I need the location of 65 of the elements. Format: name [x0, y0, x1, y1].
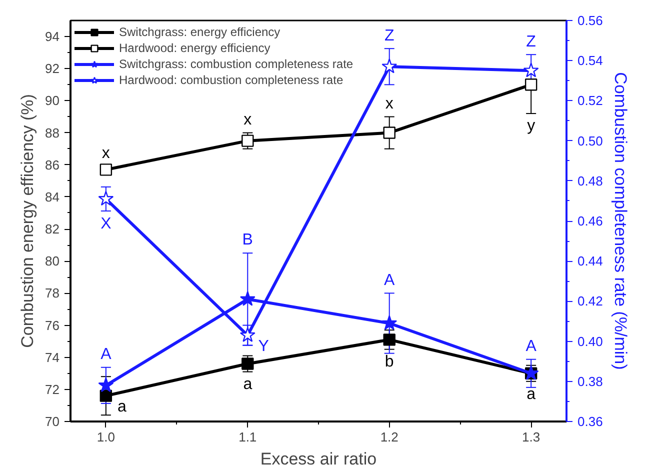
- y2-tick-label: 0.56: [578, 13, 603, 28]
- point: [240, 291, 256, 306]
- x-axis-title: Excess air ratio: [260, 450, 377, 468]
- y-tick-label: 76: [45, 318, 60, 333]
- y-tick-label: 88: [45, 125, 60, 140]
- point: [240, 327, 256, 342]
- annotation: a: [243, 376, 252, 394]
- annotation: a: [526, 386, 536, 403]
- point: [383, 334, 396, 346]
- y2-tick-label: 0.36: [578, 414, 603, 429]
- y-tick-label: 94: [45, 29, 60, 44]
- annotation: B: [242, 232, 253, 249]
- legend-label: Hardwood: energy efficiency: [119, 40, 270, 56]
- y2-tick-label: 0.44: [578, 254, 603, 269]
- y2-tick-label: 0.42: [578, 294, 603, 309]
- annotation: Z: [526, 33, 536, 50]
- annotation: x: [244, 111, 252, 128]
- point: [382, 58, 398, 74]
- y-tick-label: 74: [45, 350, 60, 365]
- annotation: Y: [258, 338, 270, 355]
- y-tick-label: 72: [45, 382, 60, 397]
- y-tick-label: 86: [45, 157, 60, 172]
- y-tick-label: 78: [45, 286, 60, 301]
- legend-label: Switchgrass: combustion completeness rate: [119, 56, 354, 72]
- y-tick-label: 82: [45, 222, 60, 237]
- annotation: Z: [384, 27, 394, 44]
- point: [242, 358, 254, 370]
- annotation: x: [102, 145, 110, 162]
- point: [100, 390, 112, 402]
- y-tick-label: 84: [45, 189, 60, 204]
- y2-tick-label: 0.46: [578, 214, 603, 228]
- y2-tick-label: 0.52: [578, 93, 603, 108]
- annotation: A: [384, 272, 396, 290]
- annotation: x: [385, 96, 394, 113]
- legend-label: Hardwood: combustion completeness rate: [119, 72, 344, 88]
- y-tick-label: 92: [45, 61, 60, 76]
- y2-tick-label: 0.48: [578, 173, 603, 188]
- annotation: A: [526, 338, 537, 356]
- point: [98, 377, 114, 392]
- x-tick-label: 1.2: [380, 430, 398, 444]
- point: [383, 126, 396, 139]
- point: [100, 164, 112, 176]
- y-tick-label: 90: [45, 93, 60, 108]
- y2-tick-label: 0.40: [578, 334, 603, 349]
- x-tick-label: 1.3: [522, 430, 540, 444]
- point: [98, 190, 114, 206]
- y2-axis-title: Combustion completeness rate (%/min): [610, 72, 630, 370]
- annotation: y: [527, 118, 536, 135]
- point: [242, 134, 254, 147]
- y2-tick-label: 0.54: [578, 53, 603, 68]
- y2-tick-label: 0.38: [578, 374, 603, 389]
- y-tick-label: 80: [45, 254, 60, 269]
- legend-label: Switchgrass: energy efficiency: [119, 24, 280, 40]
- y-tick-label: 70: [45, 414, 60, 429]
- x-tick-label: 1.1: [238, 430, 257, 444]
- y-axis-title: Combustion energy efficiency (%): [18, 94, 38, 348]
- annotation: X: [100, 215, 112, 232]
- annotation: b: [384, 354, 394, 371]
- point: [524, 78, 538, 91]
- point: [523, 62, 539, 78]
- annotation: a: [117, 398, 126, 416]
- x-tick-label: 1.0: [96, 430, 115, 444]
- point: [382, 315, 398, 330]
- annotation: A: [100, 346, 112, 364]
- y2-tick-label: 0.50: [578, 133, 603, 148]
